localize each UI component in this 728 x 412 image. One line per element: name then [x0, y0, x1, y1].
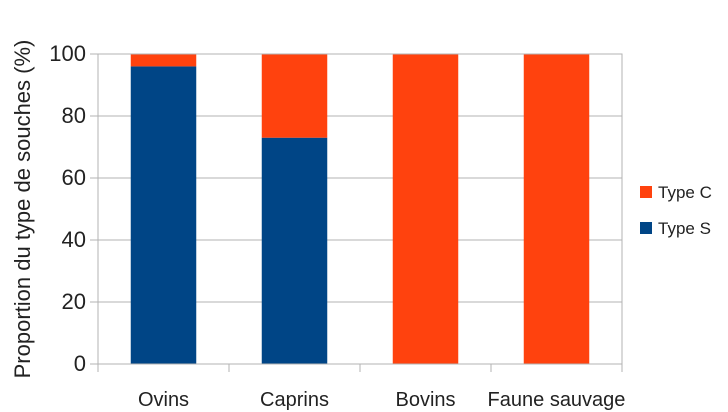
x-category-label: Caprins [260, 389, 329, 411]
bar-ovins-type-s [130, 66, 197, 365]
bar-faune-sauvage-type-c [523, 54, 590, 364]
bar-ovins-type-c [130, 54, 197, 67]
y-axis: 0 20 40 60 80 100 [49, 41, 98, 376]
bars [130, 54, 590, 365]
legend-label: Type C [658, 183, 712, 202]
legend-swatch-type-s [640, 222, 652, 234]
y-axis-label: Proportion du type de souches (%) [10, 40, 35, 379]
bar-bovins-type-c [392, 54, 459, 364]
x-category-label: Ovins [138, 389, 189, 411]
y-tick-label: 0 [74, 351, 86, 376]
bar-caprins-type-s [261, 137, 328, 364]
legend-swatch-type-c [640, 186, 652, 198]
y-tick-label: 100 [49, 41, 86, 66]
legend-label: Type S [658, 219, 711, 238]
y-tick-label: 80 [62, 103, 86, 128]
bar-caprins-type-c [261, 54, 328, 138]
y-tick-label: 60 [62, 165, 86, 190]
y-tick-label: 40 [62, 227, 86, 252]
y-tick-label: 20 [62, 289, 86, 314]
x-category-label: Faune sauvage [488, 389, 626, 411]
x-category-label: Bovins [395, 389, 455, 411]
legend: Type C Type S [640, 183, 712, 238]
x-axis: Ovins Caprins Bovins Faune sauvage [97, 364, 626, 411]
